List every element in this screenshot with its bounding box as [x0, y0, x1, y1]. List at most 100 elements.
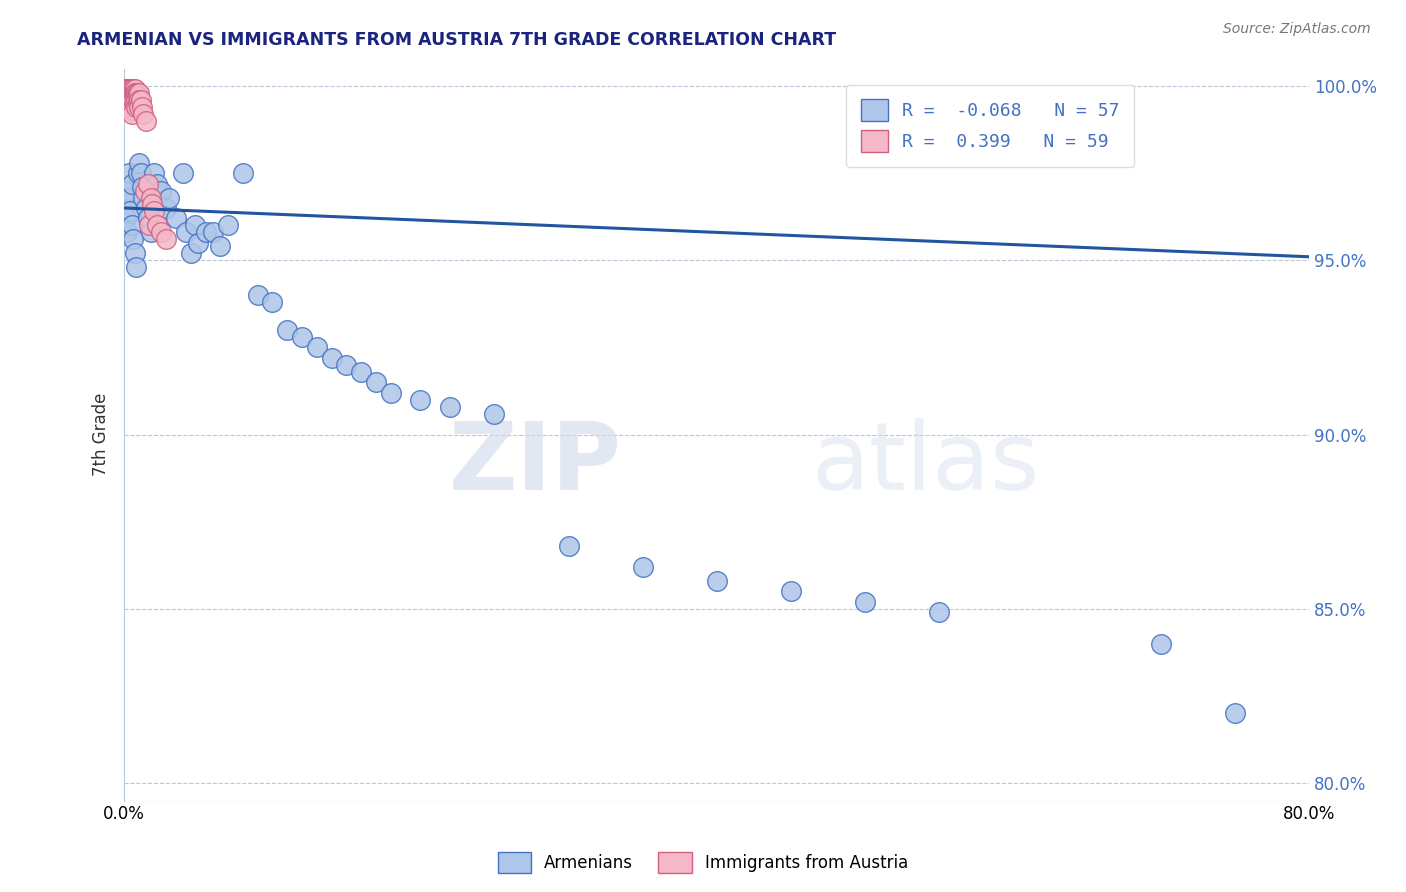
Point [118, 166, 141, 180]
Point [118, 190, 141, 204]
Point [115, 226, 138, 240]
Point [120, 86, 142, 100]
Legend: R =  -0.068   N = 57, R =  0.399   N = 59: R = -0.068 N = 57, R = 0.399 N = 59 [846, 85, 1135, 167]
Point [129, 166, 152, 180]
Point [122, 89, 145, 103]
Point [125, 93, 148, 107]
Point [180, 246, 202, 260]
Point [127, 89, 149, 103]
Point [202, 226, 225, 240]
Point [246, 288, 269, 302]
Point [176, 226, 198, 240]
Point [141, 197, 163, 211]
Point [115, 82, 138, 96]
Point [121, 89, 143, 103]
Point [209, 239, 232, 253]
Point [146, 219, 169, 233]
Point [184, 219, 207, 233]
Point [409, 392, 432, 407]
Point [262, 295, 284, 310]
Point [118, 100, 141, 114]
Point [127, 166, 149, 180]
Point [138, 219, 160, 233]
Point [122, 86, 145, 100]
Text: ARMENIAN VS IMMIGRANTS FROM AUSTRIA 7TH GRADE CORRELATION CHART: ARMENIAN VS IMMIGRANTS FROM AUSTRIA 7TH … [77, 31, 837, 49]
Point [120, 204, 142, 219]
Text: ZIP: ZIP [449, 417, 621, 510]
Point [187, 235, 209, 250]
Point [121, 93, 143, 107]
Point [121, 82, 143, 96]
Point [121, 86, 143, 100]
Point [132, 190, 155, 204]
Point [125, 86, 148, 100]
Point [631, 560, 654, 574]
Point [128, 100, 150, 114]
Point [484, 407, 506, 421]
Point [853, 595, 876, 609]
Point [1223, 706, 1246, 721]
Legend: Armenians, Immigrants from Austria: Armenians, Immigrants from Austria [491, 846, 915, 880]
Point [155, 232, 177, 246]
Point [139, 190, 162, 204]
Point [131, 100, 153, 114]
Point [121, 96, 143, 111]
Point [115, 93, 138, 107]
Point [118, 93, 141, 107]
Text: Source: ZipAtlas.com: Source: ZipAtlas.com [1223, 22, 1371, 37]
Point [121, 103, 143, 118]
Point [305, 340, 328, 354]
Point [129, 93, 152, 107]
Point [124, 89, 146, 103]
Point [142, 166, 165, 180]
Text: atlas: atlas [811, 417, 1039, 510]
Point [155, 201, 177, 215]
Point [114, 197, 136, 211]
Point [121, 177, 143, 191]
Point [335, 358, 357, 372]
Point [380, 385, 402, 400]
Point [114, 82, 136, 96]
Point [121, 219, 143, 233]
Point [128, 86, 150, 100]
Point [115, 96, 138, 111]
Point [124, 86, 146, 100]
Point [439, 400, 461, 414]
Point [121, 107, 143, 121]
Point [120, 89, 142, 103]
Point [118, 82, 141, 96]
Point [276, 323, 298, 337]
Point [122, 232, 145, 246]
Point [135, 201, 157, 215]
Point [928, 606, 950, 620]
Point [146, 177, 169, 191]
Point [150, 184, 173, 198]
Point [120, 82, 142, 96]
Point [114, 211, 136, 226]
Point [217, 219, 239, 233]
Point [139, 226, 162, 240]
Point [118, 89, 141, 103]
Point [121, 100, 143, 114]
Point [157, 190, 180, 204]
Point [128, 93, 150, 107]
Point [321, 351, 343, 365]
Point [706, 574, 728, 588]
Point [122, 82, 145, 96]
Point [124, 246, 146, 260]
Point [172, 166, 194, 180]
Point [115, 89, 138, 103]
Point [125, 89, 148, 103]
Point [127, 86, 149, 100]
Point [120, 96, 142, 111]
Point [125, 100, 148, 114]
Point [232, 166, 254, 180]
Point [118, 86, 141, 100]
Point [136, 211, 159, 226]
Point [114, 86, 136, 100]
Point [124, 96, 146, 111]
Point [115, 86, 138, 100]
Point [557, 539, 579, 553]
Point [142, 204, 165, 219]
Point [120, 93, 142, 107]
